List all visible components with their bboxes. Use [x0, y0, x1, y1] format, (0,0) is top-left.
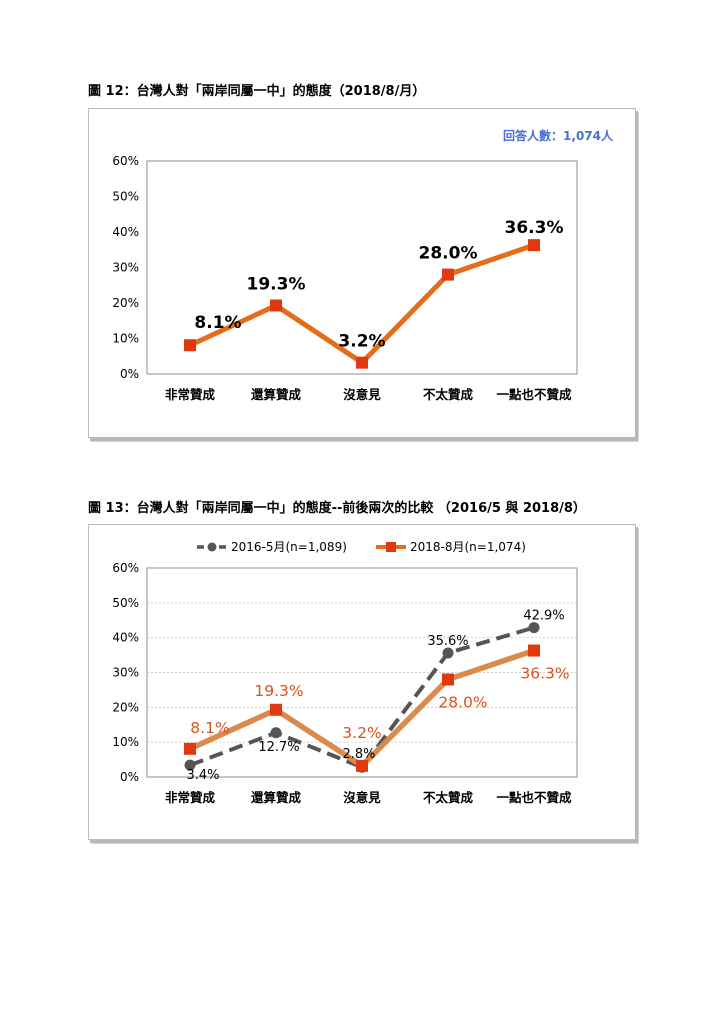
data-point-2018	[528, 644, 540, 657]
figure13-svg: 0% 10% 20% 30% 40% 50% 60% 非常贊成 還算贊成 沒意見 不太贊成 一點也不贊…	[112, 540, 578, 805]
data-point	[442, 268, 454, 281]
y-tick-label: 0%	[120, 367, 139, 381]
figure12-svg: 0% 10% 20% 30% 40% 50% 60% 非常贊成 還算贊成 沒意見 不太贊成 一點也不贊…	[112, 154, 578, 402]
sample-size-note: 回答人數：1,074人	[503, 129, 613, 143]
data-label-2018: 19.3%	[254, 682, 303, 700]
figure12-title: 圖 12：台灣人對「兩岸同屬一中」的態度（2018/8/月）	[88, 84, 426, 99]
data-label-2016: 2.8%	[342, 747, 375, 762]
figure13-chart: 0% 10% 20% 30% 40% 50% 60% 非常贊成 還算贊成 沒意見 不太贊成 一點也不贊…	[88, 524, 636, 840]
y-tick-label: 40%	[112, 631, 139, 645]
y-tick-label: 20%	[112, 296, 139, 310]
figure12-chart: 回答人數：1,074人 0% 10% 20% 30% 40% 50% 60% 非常贊成 還算贊成…	[88, 108, 636, 438]
legend-label-2018: 2018-8月(n=1,074)	[410, 540, 526, 554]
y-tick-label: 60%	[112, 154, 139, 168]
x-tick-label: 還算贊成	[251, 790, 302, 805]
x-tick-label: 沒意見	[343, 387, 381, 402]
data-label: 28.0%	[419, 244, 478, 264]
y-tick-label: 50%	[112, 596, 139, 610]
data-point-2016	[442, 647, 454, 659]
x-tick-label: 還算贊成	[251, 387, 302, 402]
data-point-2016	[270, 727, 282, 739]
y-tick-label: 0%	[120, 770, 139, 784]
data-point-2016	[184, 759, 196, 771]
data-label: 8.1%	[194, 313, 241, 333]
figure13-title: 圖 13：台灣人對「兩岸同屬一中」的態度--前後兩次的比較 （2016/5 與 …	[88, 501, 586, 516]
y-tick-label: 30%	[112, 666, 139, 680]
y-tick-label: 10%	[112, 735, 139, 749]
data-point	[184, 339, 196, 352]
plot-frame	[146, 160, 578, 375]
y-tick-label: 20%	[112, 700, 139, 714]
data-label-2018: 28.0%	[438, 693, 487, 711]
data-point-2016	[528, 622, 540, 634]
data-point-2018	[270, 703, 282, 716]
data-label-2016: 3.4%	[186, 768, 219, 783]
x-tick-label: 不太贊成	[423, 790, 474, 805]
y-tick-label: 10%	[112, 332, 139, 346]
x-tick-label: 一點也不贊成	[496, 790, 572, 805]
data-label-2018: 8.1%	[190, 719, 229, 737]
data-point	[528, 239, 540, 252]
data-point-2018	[356, 759, 368, 772]
data-point-2018	[184, 742, 196, 755]
data-point	[356, 356, 368, 369]
data-label-2018: 36.3%	[520, 665, 569, 683]
plot-frame	[146, 567, 578, 778]
x-tick-label: 非常贊成	[165, 387, 216, 402]
legend-marker-2016	[207, 542, 217, 552]
x-tick-label: 一點也不贊成	[496, 387, 572, 402]
series-line-2016	[189, 625, 535, 770]
legend-label-2016: 2016-5月(n=1,089)	[231, 540, 347, 554]
x-tick-label: 沒意見	[343, 790, 381, 805]
y-tick-label: 30%	[112, 261, 139, 275]
data-label: 3.2%	[338, 332, 385, 352]
legend-marker-2018	[386, 542, 396, 552]
data-point	[270, 299, 282, 312]
data-label: 36.3%	[505, 218, 564, 238]
data-label-2016: 12.7%	[258, 740, 299, 755]
data-label-2016: 35.6%	[427, 634, 468, 649]
y-tick-label: 50%	[112, 190, 139, 204]
y-tick-label: 40%	[112, 225, 139, 239]
data-label: 19.3%	[247, 274, 306, 294]
x-tick-label: 不太贊成	[423, 387, 474, 402]
data-label-2016: 42.9%	[523, 609, 564, 624]
x-tick-label: 非常贊成	[165, 790, 216, 805]
y-tick-label: 60%	[112, 561, 139, 575]
data-point-2018	[442, 673, 454, 686]
data-label-2018: 3.2%	[342, 724, 381, 742]
